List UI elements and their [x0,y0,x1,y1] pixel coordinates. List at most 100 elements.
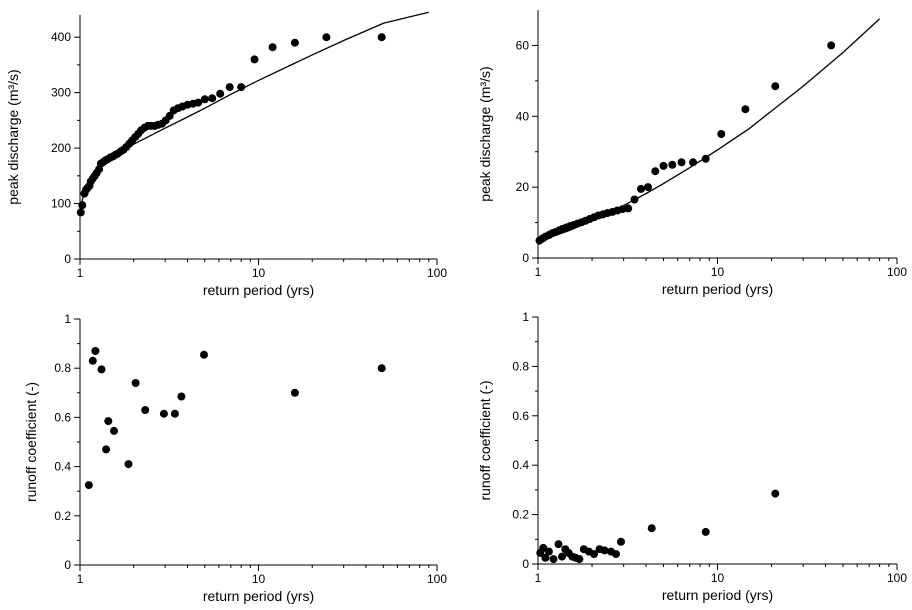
data-point [84,481,93,490]
data-point [544,547,553,556]
data-point [647,524,656,533]
x-tick-label: 1 [77,266,84,280]
fit-curve [537,18,881,243]
x-tick-label: 10 [252,266,266,280]
y-axis-label: peak discharge (m³/s) [477,66,493,201]
data-point [377,364,386,373]
x-tick-label: 1 [535,571,542,585]
chart-panel-bottom-right: 0 0.2 0.4 0.6 0.8 1 1 10 100 return period (yrs) r… [477,310,907,603]
data-point [717,130,726,138]
data-point [668,160,677,169]
data-point [159,409,168,418]
data-point [322,33,331,42]
data-point [617,537,625,546]
data-point [741,105,750,114]
data-point [104,417,113,426]
data-point [200,350,208,359]
data-point [575,555,584,564]
y-axis-label: runoff coefficient (-) [23,382,39,502]
x-tick-label: 10 [711,265,725,279]
data-point [558,552,566,561]
y-tick-label: 0.2 [54,509,71,523]
x-axis-label: return period (yrs) [662,281,773,297]
y-tick-label: 0 [522,251,529,265]
x-tick-label: 10 [711,571,725,585]
y-tick-label: 0.6 [512,409,529,423]
data-point [541,553,550,562]
data-point [131,379,140,387]
y-tick-label: 1 [64,312,71,326]
data-point [651,167,660,176]
y-tick-label: 400 [51,30,71,44]
data-point [600,546,609,555]
x-axis-label: return period (yrs) [203,282,314,298]
data-point [771,489,780,498]
x-tick-label: 10 [252,572,266,586]
x-tick-label: 100 [887,265,907,279]
chart-panel-top-right: 0 20 40 60 1 10 100 return period (yrs) peak dis… [477,10,907,297]
data-point [624,204,633,213]
data-point [659,161,668,170]
data-point [177,392,186,401]
data-point [290,388,299,397]
data-point [110,426,118,435]
y-tick-label: 0.2 [512,508,529,522]
x-tick-label: 100 [427,266,447,280]
y-axis-label: runoff coefficient (-) [477,380,493,500]
data-point [76,208,85,217]
x-tick-label: 1 [535,265,542,279]
data-point [637,184,645,193]
data-point [268,43,277,52]
data-point [208,94,217,103]
x-axis-label: return period (yrs) [662,587,773,603]
chart-panel-top-left: 0 100 200 300 400 1 10 100 return period (yrs) pe… [5,11,447,298]
y-tick-label: 0.8 [54,361,71,375]
y-tick-label: 300 [51,86,71,100]
x-tick-label: 1 [77,572,84,586]
data-point [170,409,179,418]
data-point [91,347,100,355]
chart-panel-bottom-left: 0 0.2 0.4 0.6 0.8 1 1 10 100 return period (yrs) r… [23,312,447,604]
data-point [88,356,97,365]
y-tick-label: 200 [51,141,71,155]
data-point [677,158,686,167]
data-point [102,445,111,454]
y-tick-label: 1 [522,310,529,324]
y-tick-label: 0.6 [54,410,71,424]
data-point [612,550,620,559]
data-point [124,460,133,469]
data-point [141,406,150,414]
data-point [165,111,174,120]
data-point [701,527,710,536]
y-tick-label: 40 [516,109,530,123]
data-point [549,555,558,564]
y-tick-label: 0.4 [54,460,71,474]
data-point [237,83,246,92]
data-point [644,183,652,192]
data-point [554,540,563,549]
data-point [194,98,203,107]
data-point [216,89,225,98]
y-tick-label: 100 [51,197,71,211]
data-point [200,95,209,104]
y-tick-label: 0.8 [512,359,529,373]
y-tick-label: 0.4 [512,458,529,472]
data-point [827,41,836,50]
y-tick-label: 0 [64,558,71,572]
x-tick-label: 100 [887,571,907,585]
fit-curve [79,11,429,213]
data-point [97,365,106,374]
y-axis-label: peak discharge (m³/s) [5,69,21,204]
data-point [225,83,234,92]
data-point [377,33,386,42]
x-axis-label: return period (yrs) [203,588,314,604]
data-point [590,550,598,559]
y-tick-label: 0 [522,557,529,571]
x-tick-label: 100 [427,572,447,586]
y-tick-label: 20 [516,180,530,194]
data-point [250,55,259,64]
y-tick-label: 60 [516,38,530,52]
data-point [290,38,299,47]
